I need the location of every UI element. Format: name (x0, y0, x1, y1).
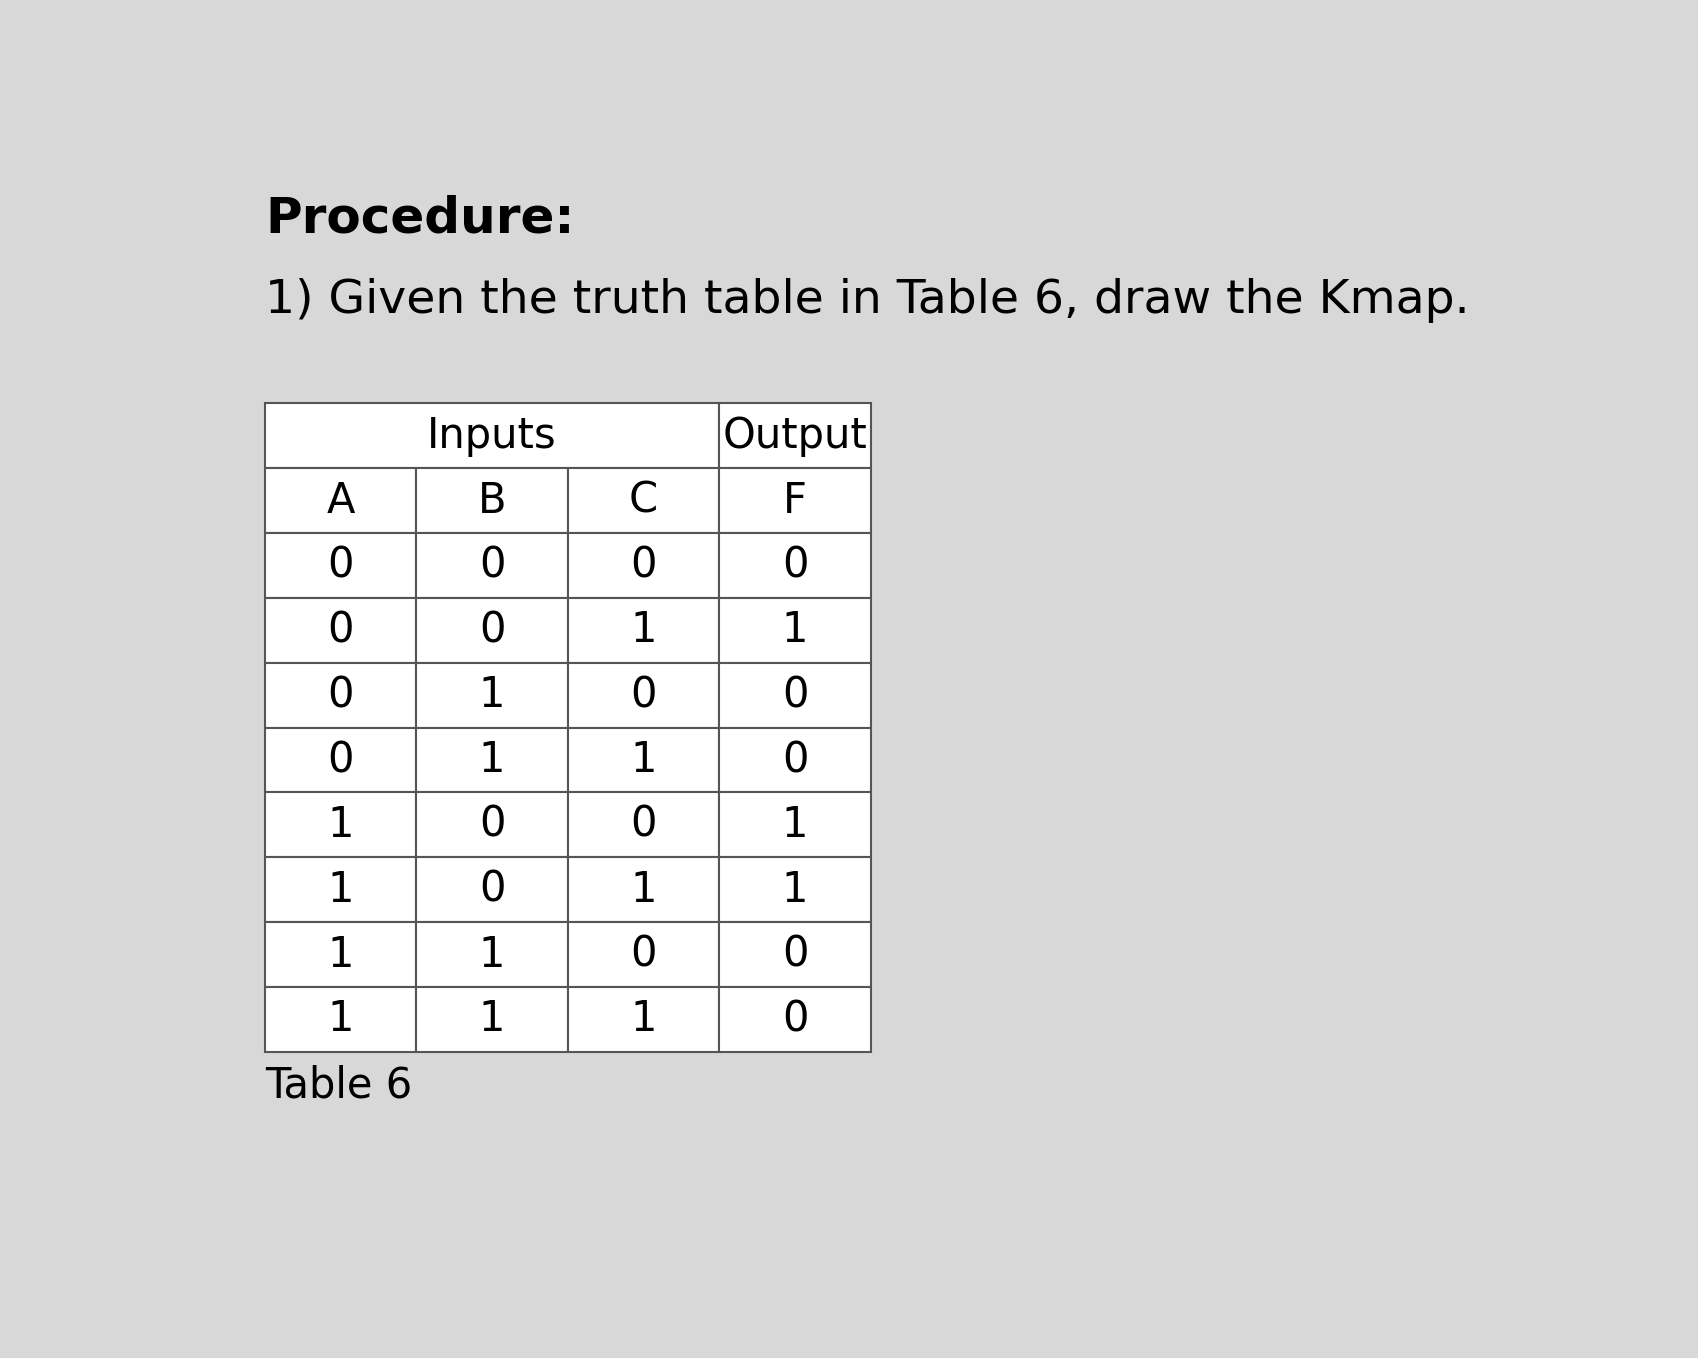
Bar (416, 793, 567, 857)
Bar (718, 534, 871, 598)
Text: C: C (628, 479, 657, 521)
Text: 0: 0 (479, 869, 504, 911)
Bar (416, 469, 567, 534)
Text: F: F (783, 479, 807, 521)
Text: Table 6: Table 6 (265, 1065, 413, 1107)
Bar (265, 857, 416, 922)
Text: 0: 0 (630, 804, 657, 846)
Text: 1: 1 (781, 610, 808, 652)
Text: 0: 0 (781, 674, 808, 716)
Bar (265, 469, 416, 534)
Bar (567, 922, 718, 987)
Text: B: B (477, 479, 506, 521)
Bar (718, 403, 871, 469)
Bar (567, 663, 718, 728)
Text: 0: 0 (479, 610, 504, 652)
Bar (567, 469, 718, 534)
Text: 0: 0 (328, 674, 353, 716)
Text: A: A (326, 479, 355, 521)
Text: 1: 1 (328, 998, 353, 1040)
Bar (416, 857, 567, 922)
Bar (567, 857, 718, 922)
Text: 1: 1 (781, 804, 808, 846)
Text: 1: 1 (630, 869, 657, 911)
Bar (265, 922, 416, 987)
Text: 1: 1 (630, 998, 657, 1040)
Text: 1: 1 (328, 869, 353, 911)
Bar (265, 793, 416, 857)
Bar (265, 534, 416, 598)
Bar (416, 534, 567, 598)
Text: 0: 0 (630, 933, 657, 975)
Text: 1: 1 (630, 739, 657, 781)
Text: 0: 0 (630, 674, 657, 716)
Text: 1: 1 (479, 998, 504, 1040)
Text: 0: 0 (781, 933, 808, 975)
Text: 1: 1 (479, 933, 504, 975)
Bar (567, 598, 718, 663)
Text: 0: 0 (781, 545, 808, 587)
Text: 0: 0 (328, 739, 353, 781)
Bar (416, 728, 567, 793)
Bar (567, 728, 718, 793)
Bar (567, 987, 718, 1052)
Text: 1: 1 (479, 674, 504, 716)
Bar (416, 987, 567, 1052)
Text: Procedure:: Procedure: (265, 194, 574, 242)
Text: Inputs: Inputs (428, 416, 557, 456)
Bar (265, 987, 416, 1052)
Bar (416, 663, 567, 728)
Text: Output: Output (722, 416, 868, 456)
Text: 0: 0 (479, 545, 504, 587)
Bar (718, 663, 871, 728)
Text: 0: 0 (781, 998, 808, 1040)
Text: 1: 1 (479, 739, 504, 781)
Bar (265, 728, 416, 793)
Bar (718, 987, 871, 1052)
Text: 0: 0 (328, 610, 353, 652)
Bar (416, 598, 567, 663)
Bar (718, 922, 871, 987)
Text: 0: 0 (328, 545, 353, 587)
Bar (265, 403, 718, 469)
Bar (416, 922, 567, 987)
Bar (567, 793, 718, 857)
Bar (718, 857, 871, 922)
Text: 1: 1 (630, 610, 657, 652)
Text: 0: 0 (781, 739, 808, 781)
Bar (718, 469, 871, 534)
Bar (265, 663, 416, 728)
Text: 1: 1 (328, 933, 353, 975)
Bar (718, 793, 871, 857)
Text: 0: 0 (479, 804, 504, 846)
Text: 1) Given the truth table in Table 6, draw the Kmap.: 1) Given the truth table in Table 6, dra… (265, 278, 1469, 323)
Bar (718, 598, 871, 663)
Bar (718, 728, 871, 793)
Text: 1: 1 (328, 804, 353, 846)
Bar (265, 598, 416, 663)
Text: 1: 1 (781, 869, 808, 911)
Bar (567, 534, 718, 598)
Text: 0: 0 (630, 545, 657, 587)
